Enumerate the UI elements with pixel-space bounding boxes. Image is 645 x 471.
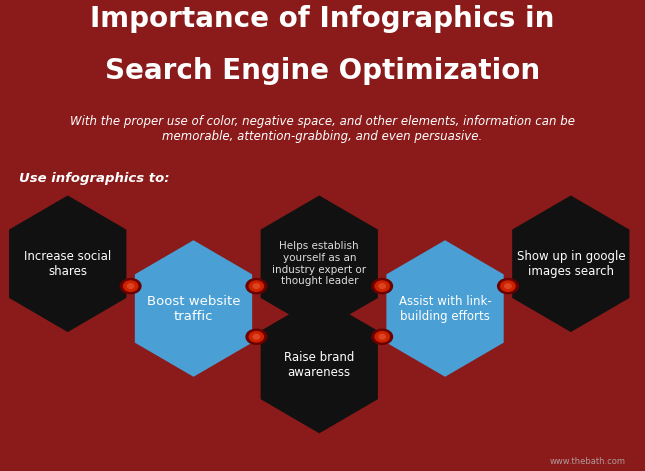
Circle shape (249, 332, 264, 342)
Polygon shape (512, 195, 630, 332)
Text: Importance of Infographics in: Importance of Infographics in (90, 5, 555, 32)
Circle shape (246, 279, 267, 294)
Circle shape (379, 334, 386, 339)
Polygon shape (261, 297, 378, 433)
Circle shape (127, 284, 134, 288)
Polygon shape (9, 195, 126, 332)
Polygon shape (261, 195, 378, 332)
Circle shape (246, 329, 267, 344)
Text: Helps establish
yourself as an
industry expert or
thought leader: Helps establish yourself as an industry … (272, 241, 366, 286)
Text: Assist with link-
building efforts: Assist with link- building efforts (399, 294, 491, 323)
Text: Boost website
traffic: Boost website traffic (147, 294, 240, 323)
Circle shape (249, 281, 264, 291)
Text: Increase social
shares: Increase social shares (24, 250, 112, 278)
Circle shape (372, 329, 393, 344)
Circle shape (372, 279, 393, 294)
Text: With the proper use of color, negative space, and other elements, information ca: With the proper use of color, negative s… (70, 115, 575, 143)
Text: Search Engine Optimization: Search Engine Optimization (105, 57, 540, 84)
Text: Raise brand
awareness: Raise brand awareness (284, 351, 355, 379)
Circle shape (123, 281, 137, 291)
Circle shape (379, 284, 386, 288)
Circle shape (504, 284, 511, 288)
Circle shape (375, 281, 390, 291)
Circle shape (375, 332, 390, 342)
Circle shape (253, 284, 259, 288)
Circle shape (498, 279, 519, 294)
Text: Show up in google
images search: Show up in google images search (517, 250, 625, 278)
Polygon shape (386, 240, 504, 377)
Circle shape (501, 281, 515, 291)
Text: Use infographics to:: Use infographics to: (19, 172, 170, 185)
Text: www.thebath.com: www.thebath.com (550, 457, 626, 466)
Circle shape (120, 279, 141, 294)
Circle shape (253, 334, 259, 339)
Polygon shape (135, 240, 252, 377)
